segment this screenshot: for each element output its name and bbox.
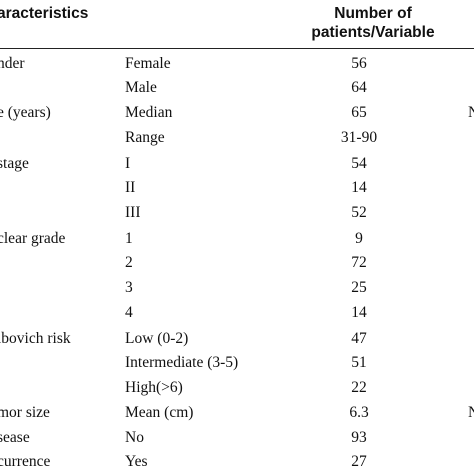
table-row: stage I 54 — [0, 152, 474, 176]
subgroup-cell: Yes — [125, 453, 148, 470]
table-row: sease No 93 — [0, 426, 474, 450]
table-row: clear grade 1 9 — [0, 227, 474, 251]
characteristic-cell: stage — [0, 155, 29, 172]
value-cell: 54 — [351, 155, 367, 172]
characteristic-cell: clear grade — [0, 230, 66, 247]
subgroup-cell: II — [125, 179, 136, 196]
table-row: 4 14 — [0, 301, 474, 325]
subgroup-cell: Range — [125, 129, 165, 146]
subgroup-cell: Male — [125, 79, 157, 96]
subgroup-cell: 1 — [125, 230, 133, 247]
table-row: 3 25 — [0, 276, 474, 300]
subgroup-cell: 3 — [125, 279, 133, 296]
characteristic-cell: e (years) — [0, 104, 51, 121]
characteristic-cell: ibovich risk — [0, 330, 71, 347]
table-row: currence Yes 27 — [0, 450, 474, 474]
table-row: II 14 — [0, 176, 474, 200]
characteristics-column-header: aracteristics — [0, 5, 89, 22]
subgroup-cell: Intermediate (3-5) — [125, 354, 239, 371]
header-rule — [0, 48, 474, 49]
value-cell: 6.3 — [349, 404, 369, 421]
table-row: Male 64 — [0, 76, 474, 100]
table-row: III 52 — [0, 201, 474, 225]
value-cell: 51 — [351, 354, 367, 371]
value-cell: 27 — [351, 453, 367, 470]
number-header-line2: patients/Variable — [311, 24, 435, 41]
value-cell: 25 — [351, 279, 367, 296]
characteristic-cell: mor size — [0, 404, 50, 421]
table-row: High(>6) 22 — [0, 376, 474, 400]
value-cell: 52 — [351, 204, 367, 221]
value-cell: 9 — [355, 230, 363, 247]
characteristic-cell: nder — [0, 55, 25, 72]
number-header-line1: Number of — [334, 5, 412, 22]
table-row: mor size Mean (cm) 6.3 N — [0, 401, 474, 425]
subgroup-cell: 4 — [125, 304, 133, 321]
table-row: Range 31-90 — [0, 126, 474, 150]
subgroup-cell: Mean (cm) — [125, 404, 194, 421]
edge-cell: N — [468, 104, 474, 121]
value-cell: 56 — [351, 55, 367, 72]
table-row: 2 72 — [0, 251, 474, 275]
subgroup-cell: I — [125, 155, 131, 172]
subgroup-cell: Median — [125, 104, 173, 121]
value-cell: 22 — [351, 379, 367, 396]
subgroup-cell: Low (0-2) — [125, 330, 189, 347]
value-cell: 47 — [351, 330, 367, 347]
subgroup-cell: Female — [125, 55, 171, 72]
value-cell: 64 — [351, 79, 367, 96]
value-cell: 72 — [351, 254, 367, 271]
value-cell: 93 — [351, 429, 367, 446]
subgroup-cell: High(>6) — [125, 379, 183, 396]
table-row: e (years) Median 65 N — [0, 101, 474, 125]
number-of-patients-column-header: Number of patients/Variable — [299, 4, 447, 42]
subgroup-cell: 2 — [125, 254, 133, 271]
edge-cell: N — [468, 404, 474, 421]
subgroup-cell: III — [125, 204, 141, 221]
value-cell: 31-90 — [340, 129, 378, 146]
value-cell: 65 — [351, 104, 367, 121]
characteristic-cell: currence — [0, 453, 51, 470]
value-cell: 14 — [351, 304, 367, 321]
characteristic-cell: sease — [0, 429, 30, 446]
value-cell: 14 — [351, 179, 367, 196]
table-row: nder Female 56 — [0, 52, 474, 76]
table-row: ibovich risk Low (0-2) 47 — [0, 327, 474, 351]
table-row: Intermediate (3-5) 51 — [0, 351, 474, 375]
subgroup-cell: No — [125, 429, 144, 446]
